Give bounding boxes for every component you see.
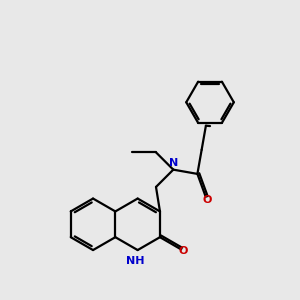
Text: N: N — [169, 158, 178, 168]
Text: NH: NH — [126, 256, 144, 266]
Text: O: O — [178, 246, 188, 256]
Text: O: O — [202, 195, 212, 205]
